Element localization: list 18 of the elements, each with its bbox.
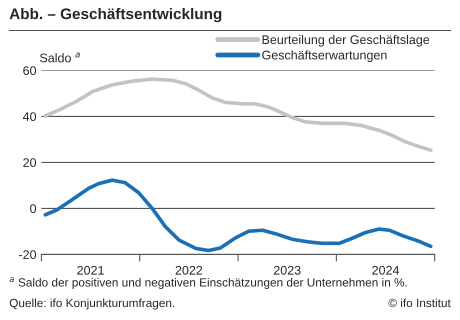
chart-title: Abb. – Geschäftsentwicklung — [10, 8, 222, 22]
line-series — [44, 77, 433, 152]
text: © ifo Institut — [388, 298, 451, 308]
legend-label: Geschäftserwartungen — [262, 50, 387, 62]
line-series — [44, 178, 433, 252]
x-tick-label: 2022 — [176, 266, 202, 275]
y-axis-title: Saldo $^{a}$ — [40, 52, 80, 62]
x-tick-label: 2024 — [372, 266, 400, 275]
source-note: Quelle: ifo Konjunkturumfragen. — [10, 298, 174, 310]
legend-label: Beurteilung der Geschäftslage — [262, 34, 430, 47]
x-tick-label: 2021 — [77, 266, 104, 275]
text: $^{a}$ Saldo der positiven und negativen Einschätzungen der Unternehmen in %. — [10, 277, 407, 289]
y-tick-label: 40 — [22, 112, 36, 122]
y-tick-label: -20 — [19, 250, 36, 260]
y-tick-label: 20 — [23, 158, 36, 168]
x-tick-label: 2023 — [274, 266, 301, 275]
y-tick-label: 0 — [30, 204, 36, 214]
y-tick-label: 60 — [23, 66, 36, 76]
